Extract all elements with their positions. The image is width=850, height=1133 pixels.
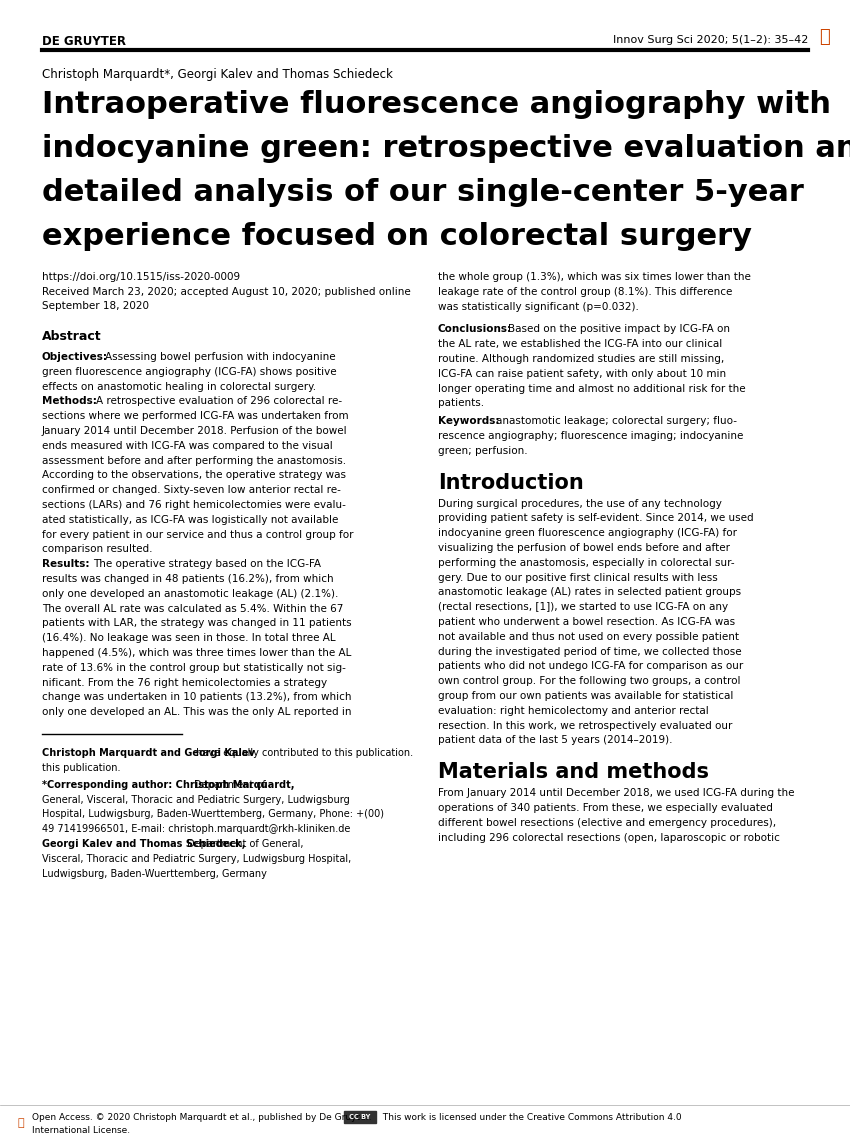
Text: Keywords:: Keywords:: [438, 416, 500, 426]
Text: patients.: patients.: [438, 399, 484, 408]
Text: International License.: International License.: [32, 1126, 130, 1133]
Text: have equally contributed to this publication.: have equally contributed to this publica…: [193, 748, 413, 758]
Text: According to the observations, the operative strategy was: According to the observations, the opera…: [42, 470, 346, 480]
Text: indocyanine green: retrospective evaluation and: indocyanine green: retrospective evaluat…: [42, 134, 850, 163]
Text: (16.4%). No leakage was seen in those. In total three AL: (16.4%). No leakage was seen in those. I…: [42, 633, 336, 644]
Text: rescence angiography; fluorescence imaging; indocyanine: rescence angiography; fluorescence imagi…: [438, 431, 744, 441]
Text: longer operating time and almost no additional risk for the: longer operating time and almost no addi…: [438, 384, 745, 393]
Text: rate of 13.6% in the control group but statistically not sig-: rate of 13.6% in the control group but s…: [42, 663, 346, 673]
Text: effects on anastomotic healing in colorectal surgery.: effects on anastomotic healing in colore…: [42, 382, 316, 392]
Text: Georgi Kalev and Thomas Schiedeck,: Georgi Kalev and Thomas Schiedeck,: [42, 840, 246, 849]
Text: ICG-FA can raise patient safety, with only about 10 min: ICG-FA can raise patient safety, with on…: [438, 369, 726, 378]
Text: General, Visceral, Thoracic and Pediatric Surgery, Ludwigsburg: General, Visceral, Thoracic and Pediatri…: [42, 794, 349, 804]
Text: confirmed or changed. Sixty-seven low anterior rectal re-: confirmed or changed. Sixty-seven low an…: [42, 485, 341, 495]
Text: ated statistically, as ICG-FA was logistically not available: ated statistically, as ICG-FA was logist…: [42, 514, 338, 525]
Text: (rectal resections, [1]), we started to use ICG-FA on any: (rectal resections, [1]), we started to …: [438, 603, 728, 612]
Text: not available and thus not used on every possible patient: not available and thus not used on every…: [438, 632, 739, 641]
Text: patients who did not undego ICG-FA for comparison as our: patients who did not undego ICG-FA for c…: [438, 662, 743, 672]
Text: Materials and methods: Materials and methods: [438, 763, 709, 782]
Text: green fluorescence angiography (ICG-FA) shows positive: green fluorescence angiography (ICG-FA) …: [42, 367, 337, 377]
Text: This work is licensed under the Creative Commons Attribution 4.0: This work is licensed under the Creative…: [380, 1113, 682, 1122]
Text: visualizing the perfusion of bowel ends before and after: visualizing the perfusion of bowel ends …: [438, 543, 730, 553]
Text: sections where we performed ICG-FA was undertaken from: sections where we performed ICG-FA was u…: [42, 411, 348, 421]
Text: Abstract: Abstract: [42, 330, 102, 343]
Text: different bowel resections (elective and emergency procedures),: different bowel resections (elective and…: [438, 818, 776, 828]
Text: ⁠🔓: ⁠🔓: [819, 28, 830, 46]
Text: assessment before and after performing the anastomosis.: assessment before and after performing t…: [42, 455, 346, 466]
Bar: [0, 1105, 850, 1133]
Text: 🔓: 🔓: [18, 1118, 25, 1128]
Text: Christoph Marquardt and Georgi Kalev: Christoph Marquardt and Georgi Kalev: [42, 748, 255, 758]
Text: DE GRUYTER: DE GRUYTER: [42, 35, 126, 48]
Text: was statistically significant (p=0.032).: was statistically significant (p=0.032).: [438, 301, 639, 312]
Text: Department of General,: Department of General,: [187, 840, 303, 849]
Text: The overall AL rate was calculated as 5.4%. Within the 67: The overall AL rate was calculated as 5.…: [42, 604, 343, 614]
Text: During surgical procedures, the use of any technology: During surgical procedures, the use of a…: [438, 499, 722, 509]
Text: anastomotic leakage (AL) rates in selected patient groups: anastomotic leakage (AL) rates in select…: [438, 587, 741, 597]
Text: experience focused on colorectal surgery: experience focused on colorectal surgery: [42, 222, 752, 252]
Text: CC BY: CC BY: [349, 1114, 371, 1121]
Text: Christoph Marquardt*, Georgi Kalev and Thomas Schiedeck: Christoph Marquardt*, Georgi Kalev and T…: [42, 68, 393, 80]
Text: green; perfusion.: green; perfusion.: [438, 445, 528, 455]
Text: 49 71419966501, E-mail: christoph.marquardt@rkh-kliniken.de: 49 71419966501, E-mail: christoph.marqua…: [42, 824, 350, 834]
Bar: [344, 1111, 376, 1123]
Text: patient who underwent a bowel resection. As ICG-FA was: patient who underwent a bowel resection.…: [438, 617, 735, 627]
Text: Based on the positive impact by ICG-FA on: Based on the positive impact by ICG-FA o…: [508, 324, 730, 334]
Text: Conclusions:: Conclusions:: [438, 324, 512, 334]
Text: this publication.: this publication.: [42, 763, 121, 773]
Text: A retrospective evaluation of 296 colorectal re-: A retrospective evaluation of 296 colore…: [96, 397, 342, 407]
Text: Ludwigsburg, Baden-Wuerttemberg, Germany: Ludwigsburg, Baden-Wuerttemberg, Germany: [42, 869, 267, 878]
Text: January 2014 until December 2018. Perfusion of the bowel: January 2014 until December 2018. Perfus…: [42, 426, 348, 436]
Text: indocyanine green fluorescence angiography (ICG-FA) for: indocyanine green fluorescence angiograp…: [438, 528, 737, 538]
Text: Innov Surg Sci 2020; 5(1–2): 35–42: Innov Surg Sci 2020; 5(1–2): 35–42: [613, 35, 808, 45]
Text: Objectives:: Objectives:: [42, 352, 108, 363]
Text: providing patient safety is self-evident. Since 2014, we used: providing patient safety is self-evident…: [438, 513, 754, 523]
Text: for every patient in our service and thus a control group for: for every patient in our service and thu…: [42, 529, 354, 539]
Text: patients with LAR, the strategy was changed in 11 patients: patients with LAR, the strategy was chan…: [42, 619, 352, 629]
Text: leakage rate of the control group (8.1%). This difference: leakage rate of the control group (8.1%)…: [438, 287, 733, 297]
Text: Department of: Department of: [194, 780, 266, 790]
Text: Received March 23, 2020; accepted August 10, 2020; published online: Received March 23, 2020; accepted August…: [42, 287, 411, 297]
Text: routine. Although randomized studies are still missing,: routine. Although randomized studies are…: [438, 353, 724, 364]
Text: change was undertaken in 10 patients (13.2%), from which: change was undertaken in 10 patients (13…: [42, 692, 352, 702]
Text: own control group. For the following two groups, a control: own control group. For the following two…: [438, 676, 740, 687]
Text: Assessing bowel perfusion with indocyanine: Assessing bowel perfusion with indocyani…: [105, 352, 336, 363]
Text: Open Access. © 2020 Christoph Marquardt et al., published by De Gruyter.: Open Access. © 2020 Christoph Marquardt …: [32, 1113, 371, 1122]
Text: including 296 colorectal resections (open, laparoscopic or robotic: including 296 colorectal resections (ope…: [438, 833, 779, 843]
Text: patient data of the last 5 years (2014–2019).: patient data of the last 5 years (2014–2…: [438, 735, 672, 746]
Text: detailed analysis of our single-center 5-year: detailed analysis of our single-center 5…: [42, 178, 804, 207]
Text: Intraoperative fluorescence angiography with: Intraoperative fluorescence angiography …: [42, 90, 831, 119]
Text: Visceral, Thoracic and Pediatric Surgery, Ludwigsburg Hospital,: Visceral, Thoracic and Pediatric Surgery…: [42, 854, 351, 863]
Text: the AL rate, we established the ICG-FA into our clinical: the AL rate, we established the ICG-FA i…: [438, 339, 722, 349]
Text: only one developed an anastomotic leakage (AL) (2.1%).: only one developed an anastomotic leakag…: [42, 589, 338, 599]
Text: during the investigated period of time, we collected those: during the investigated period of time, …: [438, 647, 741, 657]
Text: Hospital, Ludwigsburg, Baden-Wuerttemberg, Germany, Phone: +(00): Hospital, Ludwigsburg, Baden-Wuerttember…: [42, 809, 384, 819]
Text: Introduction: Introduction: [438, 472, 584, 493]
Text: https://doi.org/10.1515/iss-2020-0009: https://doi.org/10.1515/iss-2020-0009: [42, 272, 240, 282]
Text: Methods:: Methods:: [42, 397, 97, 407]
Text: Results:: Results:: [42, 560, 89, 569]
Text: operations of 340 patients. From these, we especially evaluated: operations of 340 patients. From these, …: [438, 803, 773, 813]
Text: ends measured with ICG-FA was compared to the visual: ends measured with ICG-FA was compared t…: [42, 441, 332, 451]
Text: performing the anastomosis, especially in colorectal sur-: performing the anastomosis, especially i…: [438, 557, 734, 568]
Text: happened (4.5%), which was three times lower than the AL: happened (4.5%), which was three times l…: [42, 648, 351, 658]
Text: comparison resulted.: comparison resulted.: [42, 544, 152, 554]
Text: results was changed in 48 patients (16.2%), from which: results was changed in 48 patients (16.2…: [42, 574, 333, 583]
Text: anastomotic leakage; colorectal surgery; fluo-: anastomotic leakage; colorectal surgery;…: [496, 416, 737, 426]
Text: From January 2014 until December 2018, we used ICG-FA during the: From January 2014 until December 2018, w…: [438, 789, 795, 799]
Text: the whole group (1.3%), which was six times lower than the: the whole group (1.3%), which was six ti…: [438, 272, 751, 282]
Text: gery. Due to our positive first clinical results with less: gery. Due to our positive first clinical…: [438, 572, 717, 582]
Text: sections (LARs) and 76 right hemicolectomies were evalu-: sections (LARs) and 76 right hemicolecto…: [42, 500, 346, 510]
Text: The operative strategy based on the ICG-FA: The operative strategy based on the ICG-…: [93, 560, 321, 569]
Text: only one developed an AL. This was the only AL reported in: only one developed an AL. This was the o…: [42, 707, 352, 717]
Text: nificant. From the 76 right hemicolectomies a strategy: nificant. From the 76 right hemicolectom…: [42, 678, 327, 688]
Text: September 18, 2020: September 18, 2020: [42, 301, 149, 310]
Text: *Corresponding author: Christoph Marquardt,: *Corresponding author: Christoph Marquar…: [42, 780, 294, 790]
Text: resection. In this work, we retrospectively evaluated our: resection. In this work, we retrospectiv…: [438, 721, 733, 731]
Text: evaluation: right hemicolectomy and anterior rectal: evaluation: right hemicolectomy and ante…: [438, 706, 709, 716]
Text: group from our own patients was available for statistical: group from our own patients was availabl…: [438, 691, 734, 701]
